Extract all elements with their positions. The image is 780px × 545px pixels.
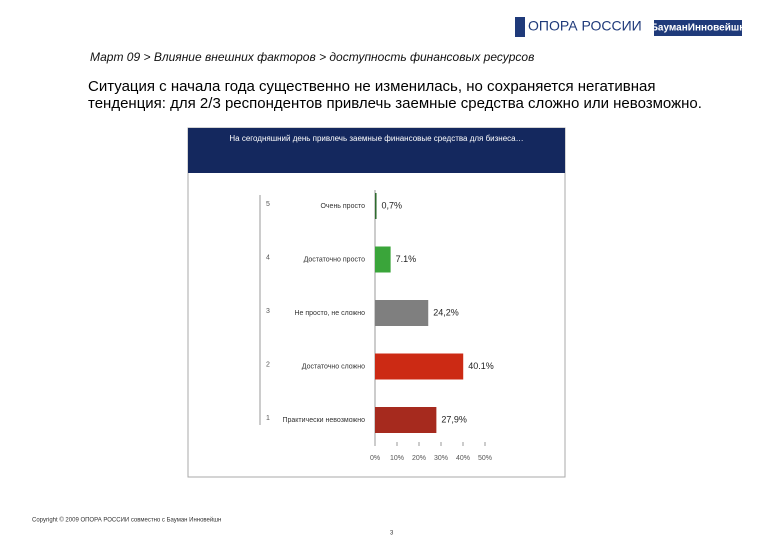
code-label: 5 [266, 201, 270, 208]
category-label: Не просто, не сложно [294, 310, 365, 317]
page-number: 3 [390, 531, 394, 537]
value-label: 7.1% [396, 254, 417, 264]
logo-icon [515, 17, 525, 37]
value-label: 24,2% [433, 307, 459, 317]
x-tick-label: 0% [370, 455, 380, 462]
breadcrumb: Март 09 > Влияние внешних факторов > дос… [90, 50, 534, 64]
code-label: 1 [266, 415, 270, 422]
category-label: Достаточно просто [304, 256, 366, 263]
category-label: Очень просто [320, 203, 365, 210]
bar [375, 407, 437, 433]
copyright: Copyright © 2009 ОПОРА РОССИИ совместно … [32, 517, 221, 524]
chart-title-box: На сегодняшний день привлечь заемные фин… [229, 134, 524, 143]
logo-name: ОПОРА РОССИИ [528, 18, 642, 34]
x-tick-label: 40% [456, 455, 470, 462]
logo-partner: БауманИнновейшн [651, 23, 746, 34]
bar [375, 193, 377, 219]
category-label: Достаточно сложно [302, 363, 365, 370]
x-tick-label: 10% [390, 455, 404, 462]
summary-box: Ситуация с начала года существенно не из… [88, 78, 702, 112]
code-label: 2 [266, 361, 270, 368]
bar [375, 300, 429, 326]
bar [375, 246, 391, 273]
summary: Ситуация с начала года существенно не из… [88, 78, 702, 112]
partner-badge [654, 20, 742, 36]
code-label: 4 [266, 254, 270, 261]
x-tick-label: 50% [478, 455, 492, 462]
chart-title: На сегодняшний день привлечь заемные фин… [229, 134, 524, 143]
x-tick-label: 30% [434, 455, 448, 462]
value-label: 0,7% [382, 200, 403, 210]
chart-header [188, 128, 565, 173]
x-tick-label: 20% [412, 455, 426, 462]
bar [375, 353, 464, 380]
code-label: 3 [266, 308, 270, 315]
category-label: Практически невозможно [282, 417, 365, 424]
value-label: 40.1% [468, 361, 494, 371]
value-label: 27,9% [441, 414, 467, 424]
